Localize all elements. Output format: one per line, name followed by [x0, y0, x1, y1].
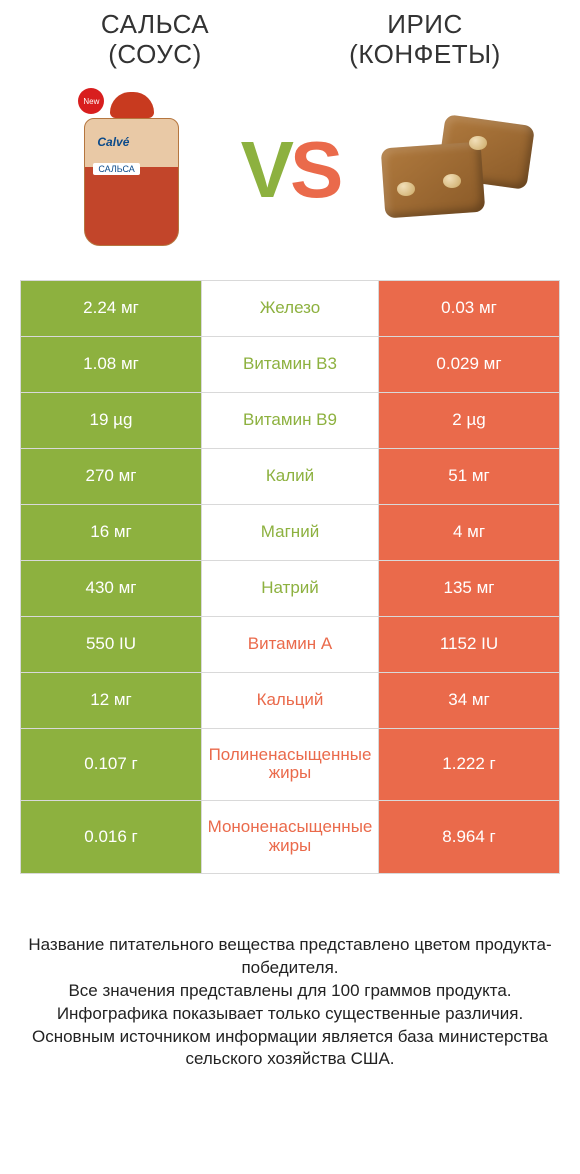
nutrient-label: Витамин A — [201, 617, 379, 672]
right-value: 51 мг — [379, 449, 559, 504]
table-row: 16 мгМагний4 мг — [21, 505, 559, 561]
footer-line: Инфографика показывает только существенн… — [25, 1003, 555, 1026]
product-sublabel: САЛЬСА — [93, 163, 139, 175]
left-value: 16 мг — [21, 505, 201, 560]
right-value: 8.964 г — [379, 801, 559, 873]
footer-line: Название питательного вещества представл… — [25, 934, 555, 980]
nutrient-label: Полиненасыщенные жиры — [201, 729, 379, 800]
brand-label: Calvé — [97, 135, 129, 149]
left-value: 19 µg — [21, 393, 201, 448]
footer-notes: Название питательного вещества представл… — [0, 874, 580, 1072]
right-value: 0.03 мг — [379, 281, 559, 336]
header-left: САЛЬСА (СОУС) — [20, 10, 290, 70]
header-right: ИРИС (КОНФЕТЫ) — [290, 10, 560, 70]
right-value: 0.029 мг — [379, 337, 559, 392]
nutrient-label: Кальций — [201, 673, 379, 728]
left-value: 430 мг — [21, 561, 201, 616]
table-row: 270 мгКалий51 мг — [21, 449, 559, 505]
table-row: 0.016 гМононенасыщенные жиры8.964 г — [21, 801, 559, 873]
right-value: 34 мг — [379, 673, 559, 728]
nutrient-label: Витамин B9 — [201, 393, 379, 448]
left-value: 1.08 мг — [21, 337, 201, 392]
left-value: 0.016 г — [21, 801, 201, 873]
right-value: 135 мг — [379, 561, 559, 616]
right-product-image — [373, 85, 523, 255]
table-row: 12 мгКальций34 мг — [21, 673, 559, 729]
vs-v: V — [241, 125, 290, 214]
header: САЛЬСА (СОУС) ИРИС (КОНФЕТЫ) — [0, 0, 580, 70]
left-value: 550 IU — [21, 617, 201, 672]
left-value: 12 мг — [21, 673, 201, 728]
table-row: 430 мгНатрий135 мг — [21, 561, 559, 617]
nutrient-label: Калий — [201, 449, 379, 504]
left-product-image: New Calvé САЛЬСА — [57, 85, 207, 255]
nutrient-label: Мононенасыщенные жиры — [201, 801, 379, 873]
right-value: 1152 IU — [379, 617, 559, 672]
comparison-table: 2.24 мгЖелезо0.03 мг1.08 мгВитамин B30.0… — [20, 280, 560, 874]
left-value: 0.107 г — [21, 729, 201, 800]
nutrient-label: Железо — [201, 281, 379, 336]
left-title-line2: (СОУС) — [20, 40, 290, 70]
right-value: 4 мг — [379, 505, 559, 560]
right-value: 1.222 г — [379, 729, 559, 800]
footer-line: Все значения представлены для 100 граммо… — [25, 980, 555, 1003]
nutrient-label: Натрий — [201, 561, 379, 616]
table-row: 19 µgВитамин B92 µg — [21, 393, 559, 449]
nutrient-label: Магний — [201, 505, 379, 560]
table-row: 550 IUВитамин A1152 IU — [21, 617, 559, 673]
toffee-icon — [373, 110, 523, 230]
right-title-line1: ИРИС — [290, 10, 560, 40]
right-value: 2 µg — [379, 393, 559, 448]
footer-line: Основным источником информации является … — [25, 1026, 555, 1072]
left-value: 270 мг — [21, 449, 201, 504]
left-title-line1: САЛЬСА — [20, 10, 290, 40]
right-title-line2: (КОНФЕТЫ) — [290, 40, 560, 70]
vs-s: S — [290, 125, 339, 214]
images-row: New Calvé САЛЬСА VS — [0, 70, 580, 280]
table-row: 1.08 мгВитамин B30.029 мг — [21, 337, 559, 393]
table-row: 2.24 мгЖелезо0.03 мг — [21, 281, 559, 337]
vs-label: VS — [241, 124, 340, 216]
left-value: 2.24 мг — [21, 281, 201, 336]
table-row: 0.107 гПолиненасыщенные жиры1.222 г — [21, 729, 559, 801]
new-badge-icon: New — [78, 88, 104, 114]
nutrient-label: Витамин B3 — [201, 337, 379, 392]
